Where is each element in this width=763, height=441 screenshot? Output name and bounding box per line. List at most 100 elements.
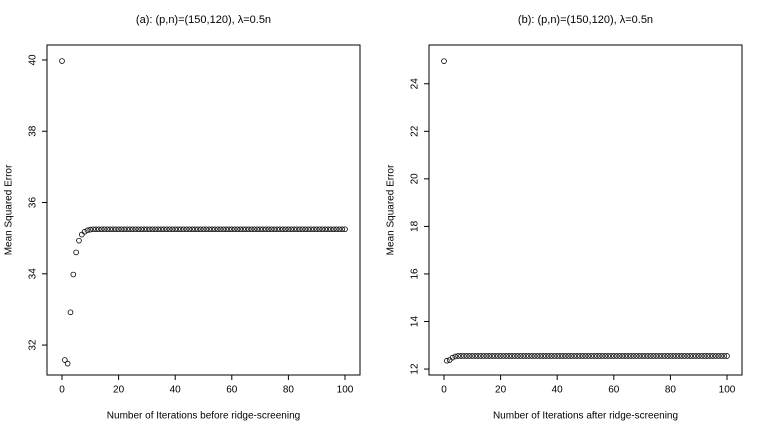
y-tick-label: 38 [28,125,39,137]
point [695,353,702,359]
point [76,237,82,244]
point [616,353,623,359]
point [514,353,521,359]
point [574,353,580,359]
point [112,226,119,233]
point [285,226,292,233]
y-tick-label: 16 [410,268,421,280]
point [472,353,478,359]
point [291,226,297,233]
point [678,353,685,359]
point [644,353,651,359]
y-tick-label: 22 [410,125,421,137]
point [596,353,603,359]
point [265,226,272,233]
plot-box [428,44,743,376]
point [625,353,631,359]
point [200,226,207,233]
point [557,353,563,359]
point [178,226,184,233]
point [163,226,170,233]
point [591,353,597,359]
point [311,226,317,233]
point [461,353,467,359]
point [223,226,229,233]
x-tick-label: 80 [665,385,677,396]
point [494,353,501,359]
point [528,353,535,359]
point [328,226,334,233]
point [477,353,484,359]
point [110,226,116,233]
point [279,226,286,233]
point [121,226,128,233]
point [503,353,510,359]
point [240,226,246,233]
point [342,226,348,233]
point [455,353,461,359]
point [308,226,314,233]
point [602,353,609,359]
point [87,226,94,233]
point [599,353,606,359]
point [90,226,96,233]
chart-title: (a): (p,n)=(150,120), λ=0.5n [136,14,271,26]
point [104,226,111,233]
point [707,353,713,359]
point [84,227,91,234]
point [203,226,210,233]
point [642,353,648,359]
y-axis-label: Mean Squared Error [4,164,15,255]
point [257,226,263,233]
point [463,353,470,359]
point [715,353,722,359]
x-tick-label: 100 [719,385,736,396]
point [483,353,490,359]
point [127,226,133,233]
y-tick-label: 14 [410,316,421,328]
point [619,353,626,359]
point [73,249,79,256]
x-tick-label: 0 [59,385,65,396]
x-tick-label: 40 [552,385,564,396]
point [192,226,198,233]
point [466,353,473,359]
point [594,353,600,359]
x-axis-label: Number of Iterations after ridge-screeni… [493,411,678,422]
point [217,226,224,233]
point [562,353,569,359]
point [540,353,546,359]
x-tick-label: 80 [283,385,295,396]
point [161,226,167,233]
point [613,353,620,359]
point [138,226,145,233]
point [183,226,190,233]
point [577,353,583,359]
point [670,353,677,359]
point [237,226,244,233]
point [226,226,232,233]
point [444,357,450,364]
point [302,226,309,233]
point [449,354,456,361]
point [195,226,201,233]
x-tick-label: 40 [170,385,182,396]
point [656,353,662,359]
point [545,353,552,359]
point [676,353,682,359]
point [214,226,221,233]
point [245,226,252,233]
point [509,353,515,359]
x-tick-label: 20 [495,385,507,396]
point [93,226,99,233]
y-tick-label: 12 [410,363,421,375]
point [206,226,212,233]
point [141,226,147,233]
point [659,353,665,359]
point [212,226,218,233]
point [579,353,586,359]
point [486,353,493,359]
point [721,353,727,359]
y-tick-label: 24 [410,78,421,90]
